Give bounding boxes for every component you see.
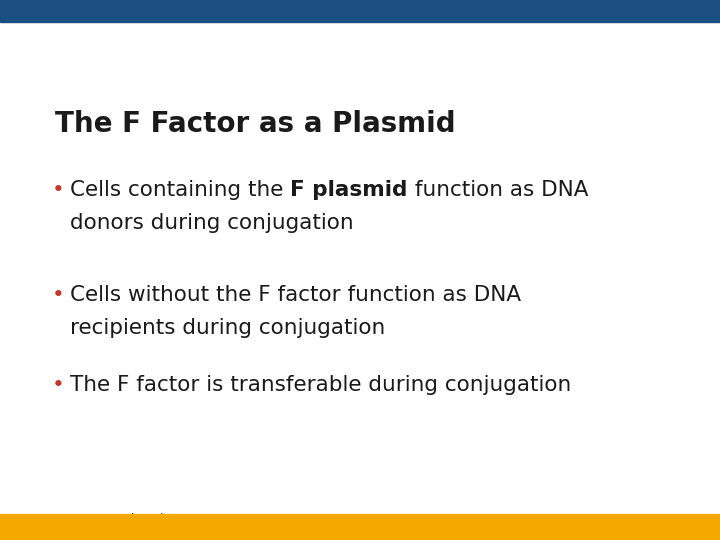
Bar xyxy=(0,514,720,540)
Text: •: • xyxy=(52,180,65,200)
Text: function as DNA: function as DNA xyxy=(408,180,588,200)
Text: The F factor is transferable during conjugation: The F factor is transferable during conj… xyxy=(70,375,571,395)
Bar xyxy=(0,0,720,22)
Text: F plasmid: F plasmid xyxy=(290,180,408,200)
Text: donors during conjugation: donors during conjugation xyxy=(70,213,354,233)
Text: The F Factor as a Plasmid: The F Factor as a Plasmid xyxy=(55,110,456,138)
Text: •: • xyxy=(52,375,65,395)
Text: Cells containing the: Cells containing the xyxy=(70,180,290,200)
Text: recipients during conjugation: recipients during conjugation xyxy=(70,318,385,338)
Text: Cells without the F factor function as DNA: Cells without the F factor function as D… xyxy=(70,285,521,305)
Text: © 2011 Pearson Education, Inc.: © 2011 Pearson Education, Inc. xyxy=(18,512,206,525)
Text: •: • xyxy=(52,285,65,305)
